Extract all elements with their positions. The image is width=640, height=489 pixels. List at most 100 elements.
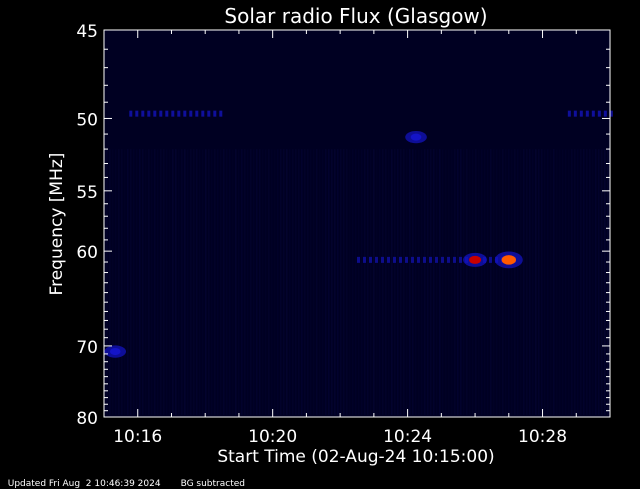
spectrogram-stripe	[586, 149, 588, 416]
x-axis-label: Start Time (02-Aug-24 10:15:00)	[217, 447, 494, 467]
spectrogram-stripe	[460, 149, 462, 416]
emission-band-segment	[141, 110, 145, 117]
spectrogram-stripe	[562, 149, 564, 416]
spectrogram-stripe	[424, 149, 426, 416]
spectrogram-stripe	[502, 149, 504, 416]
spectrogram-stripe	[208, 149, 210, 416]
spectrogram-stripe	[235, 149, 237, 416]
spectrogram-stripe	[172, 149, 174, 416]
emission-band-segment	[147, 110, 151, 117]
spectrogram-stripe	[397, 149, 399, 416]
spectrogram-stripe	[532, 149, 534, 416]
spectrogram-stripe	[313, 149, 315, 416]
spectrogram-stripe	[244, 149, 246, 416]
emission-band-segment	[399, 256, 402, 263]
y-axis-label: Frequency [MHz]	[47, 153, 67, 296]
spectrogram-stripe	[565, 149, 567, 416]
spectrogram-stripe	[139, 149, 141, 416]
emission-band-segment	[369, 256, 372, 263]
spectrogram-stripe	[280, 149, 282, 416]
emission-band-segment	[189, 110, 193, 117]
spectrogram-stripe	[136, 149, 138, 416]
emission-band-segment	[159, 110, 163, 117]
spectrogram-stripe	[499, 149, 501, 416]
spectrogram-stripe	[373, 149, 375, 416]
chart-title: Solar radio Flux (Glasgow)	[224, 4, 487, 28]
spectrogram-stripe	[214, 149, 216, 416]
spectrogram-stripe	[205, 149, 207, 416]
spectrogram-stripe	[151, 149, 153, 416]
emission-band-segment	[183, 110, 187, 117]
spectrogram-stripe	[406, 149, 408, 416]
spectrogram-stripe	[523, 149, 525, 416]
y-tick-label: 60	[76, 243, 98, 263]
spectrogram-stripe	[517, 149, 519, 416]
spectrogram-stripe	[580, 149, 582, 416]
spectrogram-stripe	[433, 149, 435, 416]
emission-band-segment	[447, 256, 450, 263]
spectrogram-stripe	[379, 149, 381, 416]
spectrogram-stripe	[448, 149, 450, 416]
spectrogram-stripe	[376, 149, 378, 416]
spectrogram-stripe	[295, 149, 297, 416]
spectrogram-stripe	[355, 149, 357, 416]
spectrogram-stripe	[202, 149, 204, 416]
emission-band-segment	[129, 110, 133, 117]
spectrogram-stripe	[148, 149, 150, 416]
emission-band-segment	[357, 256, 360, 263]
spectrogram-stripe	[241, 149, 243, 416]
spectrogram-stripe	[145, 149, 147, 416]
emission-band-segment	[207, 110, 211, 117]
spectrogram-stripe	[157, 149, 159, 416]
spectrogram-stripe	[385, 149, 387, 416]
spectrogram-stripe	[163, 149, 165, 416]
emission-band-segment	[417, 256, 420, 263]
plot-frame	[103, 29, 611, 418]
spectrogram-stripe	[292, 149, 294, 416]
emission-band-segment	[567, 110, 571, 117]
spectrogram-stripe	[160, 149, 162, 416]
spectrogram-stripe	[142, 149, 144, 416]
spectrogram-stripe	[436, 149, 438, 416]
emission-band-segment	[585, 110, 589, 117]
spectrogram-stripe	[229, 149, 231, 416]
spectrogram-stripe	[256, 149, 258, 416]
spectrogram-stripe	[130, 149, 132, 416]
spectrogram-stripe	[415, 149, 417, 416]
spectrogram-stripe	[412, 149, 414, 416]
emission-band-segment	[387, 256, 390, 263]
spectrogram-stripe	[445, 149, 447, 416]
spectrogram-stripe	[577, 149, 579, 416]
axes: 45 50 55 60 70 80 10:16 10:20 10:24 10:28	[76, 22, 611, 447]
spectrogram-stripe	[175, 149, 177, 416]
spectrogram-stripe	[238, 149, 240, 416]
spectrogram-stripe	[430, 149, 432, 416]
x-tick-label: 10:24	[383, 427, 432, 447]
emission-band-segment	[201, 110, 205, 117]
spectrogram-stripe	[394, 149, 396, 416]
spectrogram-stripe	[427, 149, 429, 416]
spectrogram-stripe	[541, 149, 543, 416]
spectrogram-stripe	[223, 149, 225, 416]
spectrogram-stripe	[340, 149, 342, 416]
emission-band-segment	[411, 256, 414, 263]
y-tick-label: 50	[76, 110, 98, 130]
y-tick-label: 55	[76, 183, 98, 203]
spectrogram-stripe	[370, 149, 372, 416]
spectrogram-stripe	[286, 149, 288, 416]
spectrogram-stripe	[508, 149, 510, 416]
emission-spot	[109, 348, 121, 356]
emission-band-segment	[573, 110, 577, 117]
spectrogram-stripe	[553, 149, 555, 416]
spectrogram-stripe	[538, 149, 540, 416]
spectrogram-stripe	[310, 149, 312, 416]
spectrogram-stripe	[307, 149, 309, 416]
footer: Updated Fri Aug 2 10:46:39 2024 BG subtra…	[2, 469, 265, 489]
spectrogram-stripe	[487, 149, 489, 416]
emission-band-segment	[153, 110, 157, 117]
spectrogram-stripe	[451, 149, 453, 416]
spectrogram-stripe	[298, 149, 300, 416]
spectrogram-stripe	[331, 149, 333, 416]
emission-band-segment	[171, 110, 175, 117]
emission-band-segment	[609, 110, 613, 117]
